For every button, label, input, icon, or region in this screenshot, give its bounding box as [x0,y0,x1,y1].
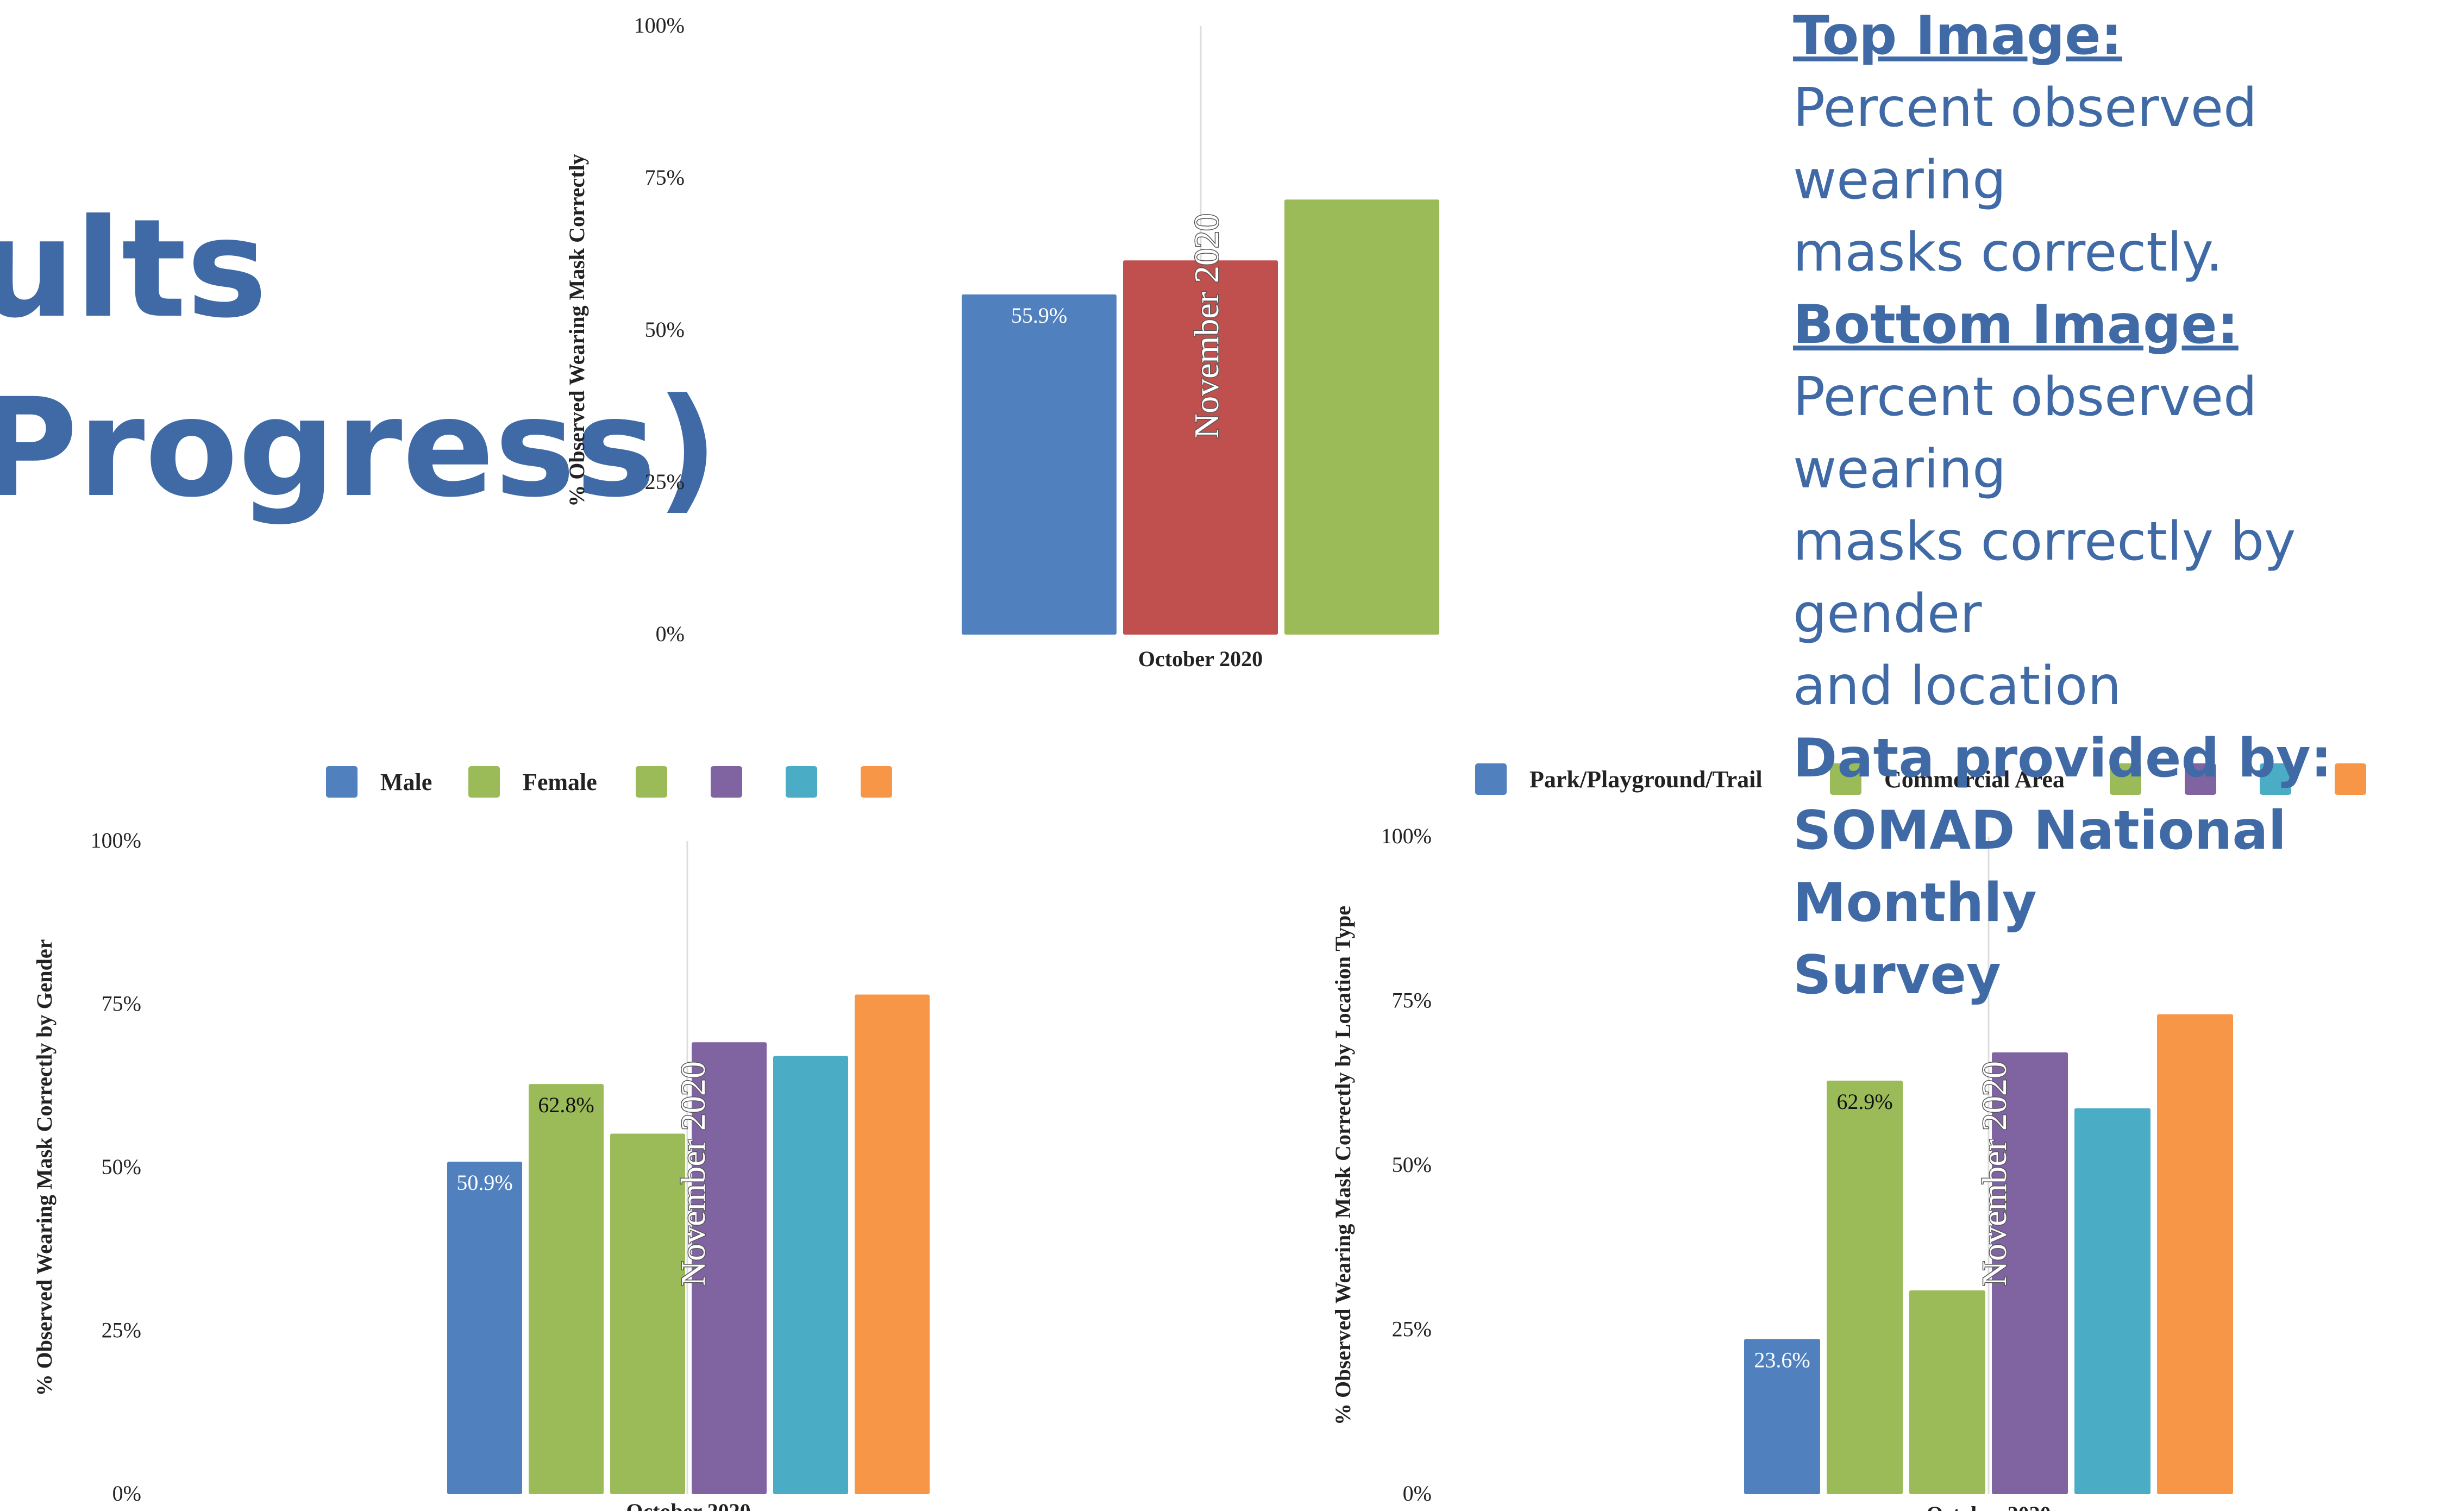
y-tick-label: 100% [1381,824,1432,848]
y-tick-label: 50% [645,317,685,342]
y-tick-label: 75% [1392,988,1432,1013]
data-source-text: SOMAD National Monthly Survey [1793,800,2287,1006]
legend-swatch [1475,763,1507,795]
bar [962,294,1117,635]
bottom-image-heading: Bottom Image: [1793,294,2239,356]
y-tick-label: 50% [102,1155,141,1179]
data-label: 62.9% [1836,1089,1892,1114]
x-axis-label: October 2020 [1138,647,1263,671]
legend-swatch [1830,763,1861,795]
slide-notes: Top Image: Percent observed wearing mask… [1793,0,2461,1012]
y-tick-label: 25% [1392,1317,1432,1341]
top-image-description: Percent observed wearing masks correctly… [1793,77,2258,284]
x-axis-label: October 2020 [1926,1502,2051,1511]
y-tick-label: 100% [634,13,685,37]
y-tick-label: 25% [645,469,685,494]
legend-label: Park/Playground/Trail [1529,766,1763,793]
bar [1827,1080,1903,1494]
y-tick-label: 75% [102,992,141,1016]
bottom-image-description: Percent observed wearing masks correctly… [1793,366,2296,717]
y-axis-title: % Observed Wearing Mask Correctly [565,154,589,507]
legend-swatch [326,766,358,798]
bar [447,1162,522,1494]
marker-label: November 2020 [674,1061,712,1286]
legend-label: Male [380,769,432,795]
legend-swatch [636,766,667,798]
legend-swatch [711,766,742,798]
legend-swatch [2335,763,2366,795]
y-tick-label: 75% [645,165,685,190]
data-label: 62.8% [538,1093,594,1117]
marker-label: November 2020 [1187,214,1226,438]
y-tick-label: 0% [112,1481,141,1506]
top-image-heading: Top Image: [1793,5,2122,67]
data-label: 55.9% [1011,303,1067,328]
bar [773,1056,848,1494]
legend-swatch [2110,763,2141,795]
y-axis-title: % Observed Wearing Mask Correctly by Gen… [32,939,57,1396]
y-tick-label: 25% [102,1318,141,1343]
y-tick-label: 0% [656,622,685,646]
bar [1992,1052,2068,1494]
overall-mask-chart-svg: 0% 25% 50% 75% 100% % Observed Wearing Mask C… [565,13,1439,671]
bar [2157,1014,2233,1494]
y-tick-label: 100% [91,828,141,852]
bar [2074,1108,2150,1494]
bar [529,1084,604,1494]
data-label: 23.6% [1754,1347,1810,1372]
bar [1123,260,1278,635]
overall-mask-chart: 0% 25% 50% 75% 100% % Observed Wearing Mask C… [543,0,1521,706]
bar [610,1133,685,1494]
data-label: 50.9% [456,1170,512,1195]
legend-swatch [786,766,817,798]
y-axis-title: % Observed Wearing Mask Correctly by Loc… [1331,906,1355,1425]
legend-swatch [861,766,892,798]
bar [692,1042,767,1494]
x-axis-label: October 2020 [626,1499,750,1511]
legend-swatch [2260,763,2291,795]
y-tick-label: 50% [1392,1152,1432,1177]
slide-title-fragment: ults Progress) [0,190,718,527]
bar [855,994,930,1494]
legend-swatch [468,766,500,798]
legend-label: Commercial Area [1884,766,2065,793]
gender-mask-chart-svg: 0% 25% 50% 75% 100% % Observed Wearing Mask C… [32,766,930,1511]
legend-label: Female [523,769,597,795]
location-mask-chart: 0% 25% 50% 75% 100% % Observed Wearing Mask C… [1293,750,2434,1511]
y-tick-label: 0% [1403,1481,1432,1506]
data-source-heading: Data provided by: [1793,728,2332,789]
legend-swatch [2185,763,2216,795]
location-mask-chart-svg: 0% 25% 50% 75% 100% % Observed Wearing Mask C… [1331,763,2366,1511]
marker-label: November 2020 [1975,1061,2014,1286]
bar [1909,1290,1985,1494]
gender-mask-chart: 0% 25% 50% 75% 100% % Observed Wearing Mask C… [0,750,1087,1511]
bar [1744,1339,1820,1494]
bar [1284,199,1439,635]
